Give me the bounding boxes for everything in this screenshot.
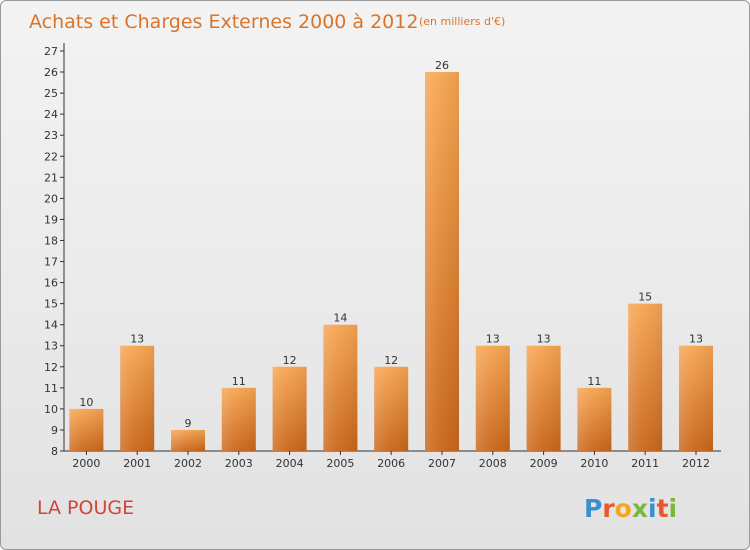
bar-shine: [526, 345, 561, 451]
y-tick-label: 18: [44, 234, 58, 247]
y-tick-label: 17: [44, 256, 58, 269]
x-tick-label: 2000: [72, 457, 100, 470]
y-tick-label: 11: [44, 382, 58, 395]
logo-letter: x: [632, 494, 648, 523]
value-label: 10: [79, 396, 93, 409]
commune-name: LA POUGE: [37, 497, 134, 519]
x-tick-label: 2011: [631, 457, 659, 470]
bar-shine: [120, 345, 155, 451]
logo-letter: P: [584, 494, 602, 523]
y-tick-label: 27: [44, 45, 58, 58]
value-label: 13: [130, 333, 144, 346]
bar-shine: [374, 366, 409, 451]
logo-letter: r: [602, 494, 615, 523]
x-tick-label: 2010: [580, 457, 608, 470]
value-label: 11: [587, 375, 601, 388]
x-tick-label: 2002: [174, 457, 202, 470]
x-tick-label: 2004: [276, 457, 304, 470]
bar-shine: [69, 408, 104, 451]
value-label: 13: [486, 333, 500, 346]
x-tick-label: 2012: [682, 457, 710, 470]
y-tick-label: 14: [44, 319, 58, 332]
bar-shine: [577, 387, 612, 451]
value-label: 12: [283, 354, 297, 367]
y-tick-label: 19: [44, 213, 58, 226]
bar-shine: [679, 345, 713, 451]
value-labels: 10 13 9 11 12 14 12 26 13 13 11 15 13: [79, 59, 703, 430]
x-tick-label: 2007: [428, 457, 456, 470]
y-tick-label: 25: [44, 87, 58, 100]
x-tick-label: 2003: [225, 457, 253, 470]
y-tick-label: 23: [44, 129, 58, 142]
y-tick-label: 21: [44, 171, 58, 184]
x-tick-label: 2006: [377, 457, 405, 470]
value-label: 13: [537, 333, 551, 346]
value-label: 11: [232, 375, 246, 388]
logo-letter: o: [615, 494, 632, 523]
chart-unit: (en milliers d'€): [419, 15, 505, 28]
x-tick-label: 2005: [326, 457, 354, 470]
logo-letter: i: [648, 494, 657, 523]
value-label: 14: [333, 312, 347, 325]
value-label: 26: [435, 59, 449, 72]
y-tick-label: 22: [44, 150, 58, 163]
x-tick-label: 2009: [530, 457, 558, 470]
bar-shine: [475, 345, 510, 451]
x-tick-label: 2001: [123, 457, 151, 470]
bar-shine: [425, 72, 459, 451]
y-tick-label: 13: [44, 340, 58, 353]
value-label: 13: [689, 333, 703, 346]
y-tick-label: 15: [44, 298, 58, 311]
y-tick-label: 12: [44, 361, 58, 374]
y-tick-label: 10: [44, 403, 58, 416]
y-tick-label: 20: [44, 192, 58, 205]
y-tick-label: 8: [51, 445, 58, 458]
bar-shine: [171, 429, 205, 451]
bar-shine: [221, 387, 256, 451]
axes: 8 9 10 11 12 13 14 15 16 17 18 19 20 21 22 23 24 25 26 27 20…: [44, 43, 721, 470]
y-tick-label: 16: [44, 277, 58, 290]
value-label: 12: [384, 354, 398, 367]
x-tick-label: 2008: [479, 457, 507, 470]
y-tick-label: 24: [44, 108, 58, 121]
logo-letter: i: [669, 494, 678, 523]
proxiti-logo: Proxiti: [584, 494, 677, 523]
bar-shine: [272, 366, 307, 451]
y-tick-label: 9: [51, 424, 58, 437]
value-label: 9: [185, 417, 192, 430]
y-tick-label: 26: [44, 66, 58, 79]
chart-title: Achats et Charges Externes 2000 à 2012: [29, 11, 418, 33]
value-label: 15: [638, 291, 652, 304]
bars: [69, 72, 713, 451]
logo-letter: t: [657, 494, 669, 523]
bar-shine: [323, 324, 358, 451]
bar-shine: [628, 303, 663, 451]
